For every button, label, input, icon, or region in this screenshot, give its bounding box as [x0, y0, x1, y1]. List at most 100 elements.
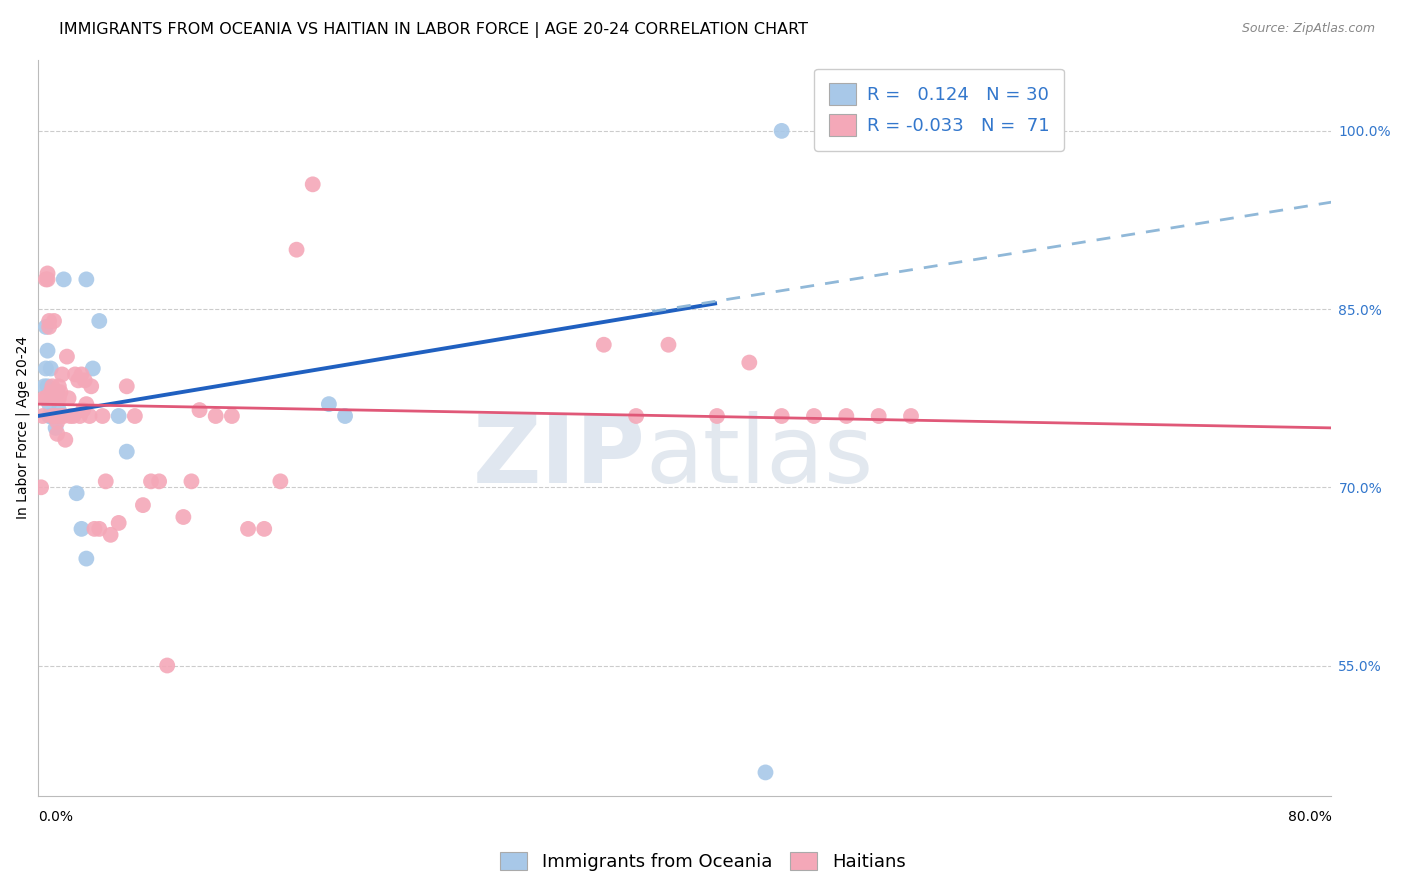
Point: [46, 409, 69, 423]
Point: [94, 475, 117, 489]
Point: [49, 409, 72, 423]
Point: [49, 385, 72, 400]
Point: [69, 409, 91, 423]
Point: [37, 379, 59, 393]
Text: 0.0%: 0.0%: [38, 811, 73, 824]
Point: [38, 319, 60, 334]
Point: [46, 415, 69, 429]
Point: [35, 391, 58, 405]
Point: [900, 409, 922, 423]
Point: [52, 272, 75, 286]
Point: [63, 368, 86, 382]
Point: [592, 337, 614, 351]
Point: [236, 522, 259, 536]
Point: [39, 385, 62, 400]
Point: [269, 475, 291, 489]
Point: [221, 409, 243, 423]
Point: [38, 397, 60, 411]
Point: [75, 272, 97, 286]
Point: [180, 475, 202, 489]
Point: [39, 361, 62, 376]
Point: [770, 124, 793, 138]
Point: [139, 475, 162, 489]
Point: [59, 409, 82, 423]
Point: [204, 409, 226, 423]
Point: [624, 409, 647, 423]
Point: [124, 409, 146, 423]
Point: [132, 498, 155, 512]
Point: [70, 368, 93, 382]
Point: [31, 409, 53, 423]
Point: [67, 373, 90, 387]
Point: [48, 391, 70, 405]
Legend: Immigrants from Oceania, Haitians: Immigrants from Oceania, Haitians: [494, 845, 912, 879]
Point: [45, 421, 67, 435]
Point: [754, 765, 776, 780]
Point: [42, 387, 65, 401]
Point: [79, 409, 101, 423]
Point: [39, 391, 62, 405]
Text: Source: ZipAtlas.com: Source: ZipAtlas.com: [1241, 22, 1375, 36]
Text: IMMIGRANTS FROM OCEANIA VS HAITIAN IN LABOR FORCE | AGE 20-24 CORRELATION CHART: IMMIGRANTS FROM OCEANIA VS HAITIAN IN LA…: [59, 22, 808, 38]
Point: [52, 409, 75, 423]
Text: atlas: atlas: [645, 411, 875, 503]
Y-axis label: In Labor Force | Age 20-24: In Labor Force | Age 20-24: [15, 336, 30, 519]
Point: [37, 272, 59, 286]
Point: [285, 243, 308, 257]
Point: [72, 403, 94, 417]
Point: [38, 409, 60, 423]
Point: [35, 272, 58, 286]
Point: [83, 522, 105, 536]
Point: [48, 379, 70, 393]
Text: 80.0%: 80.0%: [1288, 811, 1331, 824]
Point: [46, 385, 69, 400]
Point: [42, 314, 65, 328]
Point: [42, 409, 65, 423]
Point: [115, 444, 138, 458]
Point: [253, 522, 276, 536]
Point: [770, 409, 793, 423]
Point: [75, 397, 97, 411]
Point: [37, 343, 59, 358]
Point: [42, 391, 65, 405]
Point: [45, 409, 67, 423]
Point: [38, 314, 60, 328]
Point: [62, 409, 84, 423]
Point: [333, 409, 356, 423]
Point: [89, 314, 111, 328]
Point: [34, 379, 56, 393]
Point: [41, 409, 63, 423]
Point: [41, 391, 63, 405]
Point: [70, 522, 93, 536]
Point: [75, 551, 97, 566]
Point: [115, 379, 138, 393]
Point: [45, 391, 67, 405]
Point: [53, 433, 76, 447]
Point: [66, 486, 89, 500]
Point: [107, 516, 129, 530]
Text: ZIP: ZIP: [472, 411, 645, 503]
Point: [34, 391, 56, 405]
Point: [35, 361, 58, 376]
Point: [148, 475, 170, 489]
Point: [803, 409, 825, 423]
Point: [657, 337, 679, 351]
Point: [80, 379, 103, 393]
Point: [188, 403, 211, 417]
Point: [37, 267, 59, 281]
Point: [73, 373, 96, 387]
Point: [48, 403, 70, 417]
Point: [107, 409, 129, 423]
Point: [706, 409, 728, 423]
Point: [172, 510, 194, 524]
Point: [738, 355, 761, 369]
Point: [51, 368, 73, 382]
Point: [49, 409, 72, 423]
Point: [56, 350, 79, 364]
Point: [82, 361, 104, 376]
Point: [156, 658, 179, 673]
Point: [35, 319, 58, 334]
Point: [30, 480, 52, 494]
Point: [868, 409, 890, 423]
Point: [89, 522, 111, 536]
